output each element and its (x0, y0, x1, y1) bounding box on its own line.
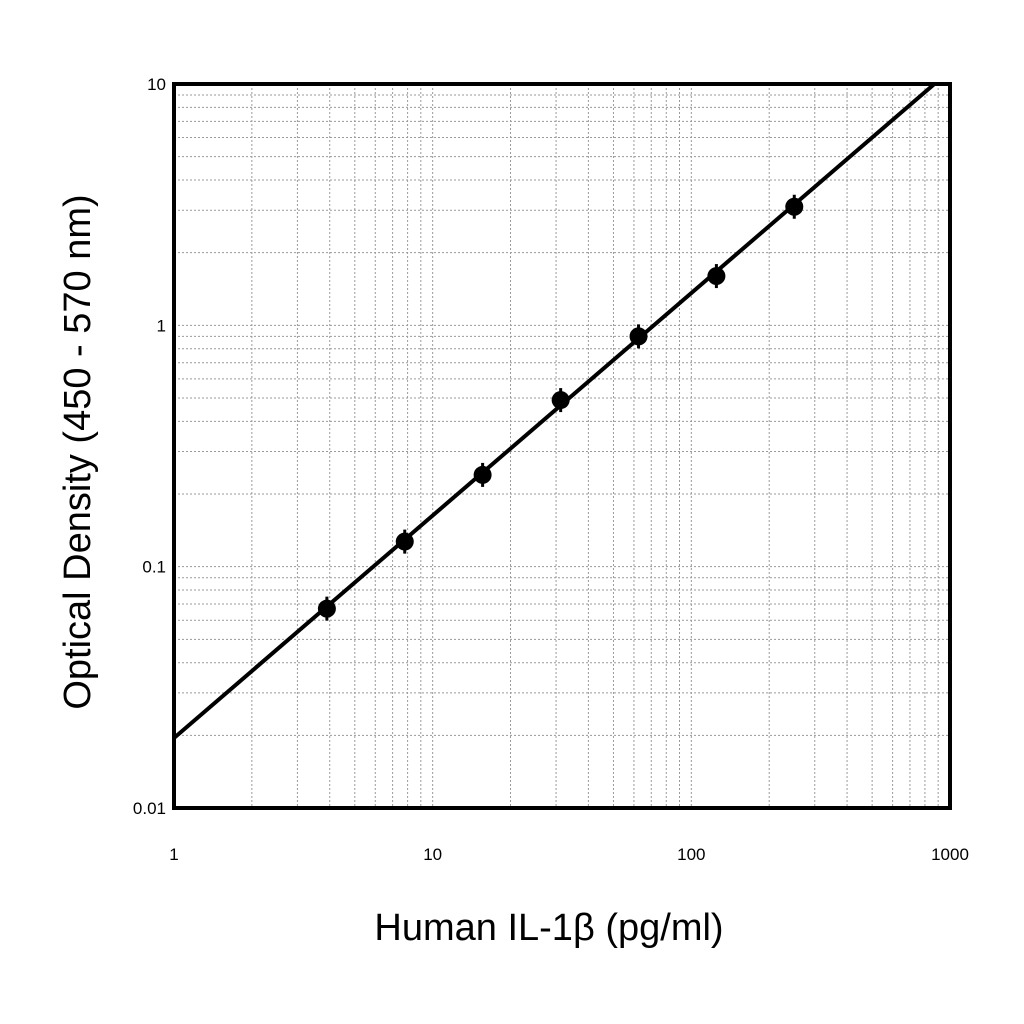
data-point (785, 197, 804, 216)
data-points (317, 194, 804, 621)
plot-frame (172, 82, 952, 810)
data-point (395, 532, 414, 551)
data-point (707, 267, 726, 286)
x-axis-title: Human IL-1β (pg/ml) (374, 907, 723, 949)
data-point (551, 391, 570, 410)
data-point (629, 327, 648, 346)
x-tick-label: 10 (423, 845, 442, 864)
x-tick-labels: 1 10 100 1000 (169, 845, 969, 864)
y-tick-label: 0.1 (142, 558, 166, 577)
data-point (317, 599, 336, 618)
y-tick-label: 1 (157, 316, 166, 335)
y-tick-labels: 0.01 0.1 1 10 (133, 75, 166, 818)
grid (174, 84, 950, 808)
y-tick-label: 0.01 (133, 799, 166, 818)
data-point (473, 465, 492, 484)
fit-line (172, 82, 936, 740)
x-tick-label: 1000 (931, 845, 969, 864)
x-tick-label: 1 (169, 845, 178, 864)
y-tick-label: 10 (147, 75, 166, 94)
x-tick-label: 100 (677, 845, 705, 864)
y-axis-title: Optical Density (450 - 570 nm) (57, 194, 99, 709)
